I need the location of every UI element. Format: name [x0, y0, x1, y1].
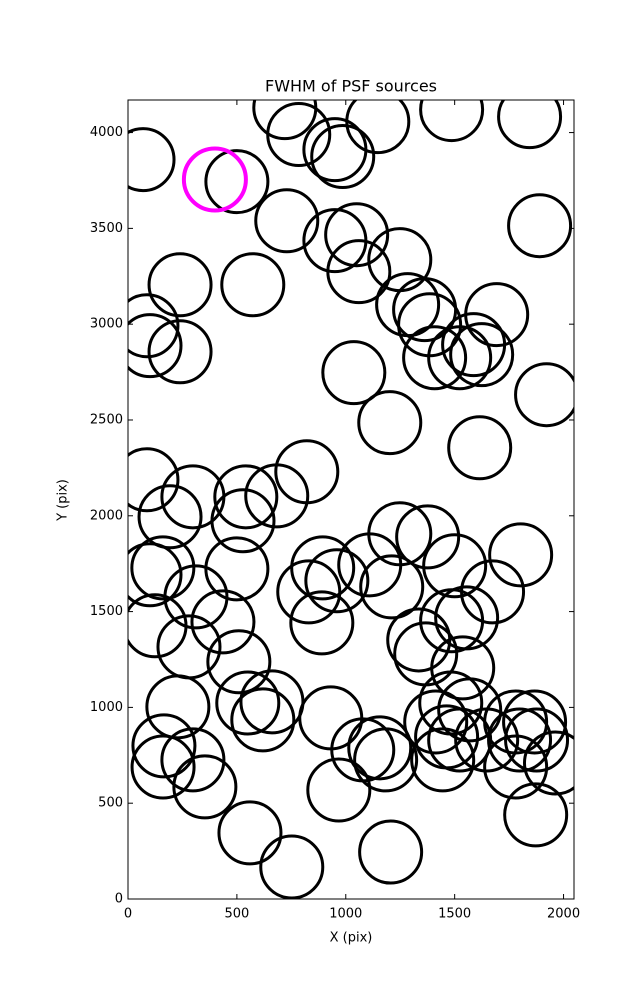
x-axis-label: X (pix): [330, 931, 373, 946]
plot-frame: [127, 99, 575, 900]
psf-source: [213, 464, 279, 530]
y-tick-label: 0: [115, 892, 123, 907]
psf-source: [172, 754, 238, 820]
psf-source: [437, 677, 503, 743]
psf-source: [289, 590, 355, 656]
psf-source: [353, 727, 419, 793]
y-tick-label: 1500: [90, 604, 123, 619]
psf-source: [359, 554, 425, 620]
psf-source: [427, 325, 493, 391]
psf-source: [276, 559, 342, 625]
psf-source: [130, 734, 196, 800]
psf-source: [145, 674, 211, 740]
x-tick-label: 500: [224, 907, 249, 922]
psf-source: [259, 834, 325, 899]
psf-source: [324, 202, 390, 268]
psf-source: [147, 319, 213, 385]
psf-source: [488, 522, 554, 588]
psf-source: [128, 313, 183, 379]
psf-source: [230, 687, 296, 753]
y-tick-label: 1000: [90, 700, 123, 715]
psf-source: [487, 707, 553, 773]
psf-source: [252, 100, 318, 141]
psf-source: [190, 589, 256, 655]
psf-source: [306, 757, 372, 823]
y-tick-label: 2500: [90, 412, 123, 427]
psf-source: [514, 362, 574, 428]
psf-source: [128, 447, 180, 513]
psf-source: [464, 282, 530, 348]
psf-source: [206, 629, 272, 695]
psf-source: [447, 415, 513, 481]
psf-source: [274, 439, 340, 505]
psf-source: [131, 713, 197, 779]
psf-source: [128, 542, 183, 608]
y-tick-label: 3000: [90, 317, 123, 332]
x-tick-label: 1000: [329, 907, 362, 922]
psf-source: [449, 322, 515, 388]
psf-source: [402, 325, 468, 391]
psf-source: [310, 124, 376, 190]
psf-source: [434, 585, 500, 651]
psf-source: [503, 782, 569, 848]
psf-source: [220, 252, 286, 318]
psf-source: [522, 730, 574, 796]
x-tick-label: 0: [124, 907, 132, 922]
psf-source: [204, 149, 270, 215]
y-axis-label: Y (pix): [56, 479, 71, 522]
psf-source: [304, 548, 370, 614]
y-tick-label: 2000: [90, 508, 123, 523]
psf-source: [290, 535, 356, 601]
psf-source: [160, 727, 226, 793]
psf-source: [130, 535, 196, 601]
psf-source: [483, 734, 549, 800]
psf-source: [410, 727, 476, 793]
y-tick-label: 4000: [90, 125, 123, 140]
psf-source: [215, 670, 281, 736]
y-tick-label: 3500: [90, 221, 123, 236]
psf-source: [497, 100, 563, 150]
psf-source: [128, 127, 176, 193]
psf-source: [128, 293, 180, 359]
psf-source: [358, 819, 424, 885]
psf-source: [326, 239, 392, 305]
psf-source: [210, 488, 276, 554]
x-tick-label: 2000: [547, 907, 580, 922]
y-tick-label: 500: [98, 796, 123, 811]
psf-source: [137, 484, 203, 550]
psf-source: [347, 715, 413, 781]
psf-source: [128, 593, 188, 659]
psf-source: [395, 504, 461, 570]
psf-source: [504, 707, 570, 773]
psf-source: [217, 800, 283, 866]
psf-source: [507, 193, 573, 259]
highlighted-source: [181, 146, 248, 213]
psf-source: [403, 689, 469, 755]
psf-source: [321, 340, 387, 406]
chart-title: FWHM of PSF sources: [265, 77, 437, 96]
x-tick-label: 1500: [438, 907, 471, 922]
psf-source: [502, 689, 568, 755]
psf-source: [345, 100, 411, 155]
psf-source: [430, 635, 496, 701]
psf-source: [254, 188, 320, 254]
psf-source: [483, 689, 549, 755]
psf-source: [419, 100, 485, 143]
psf-source: [357, 390, 423, 456]
plot-area: [128, 100, 574, 899]
psf-source: [422, 533, 488, 599]
psf-source: [367, 501, 433, 567]
psf-source: [147, 252, 213, 318]
